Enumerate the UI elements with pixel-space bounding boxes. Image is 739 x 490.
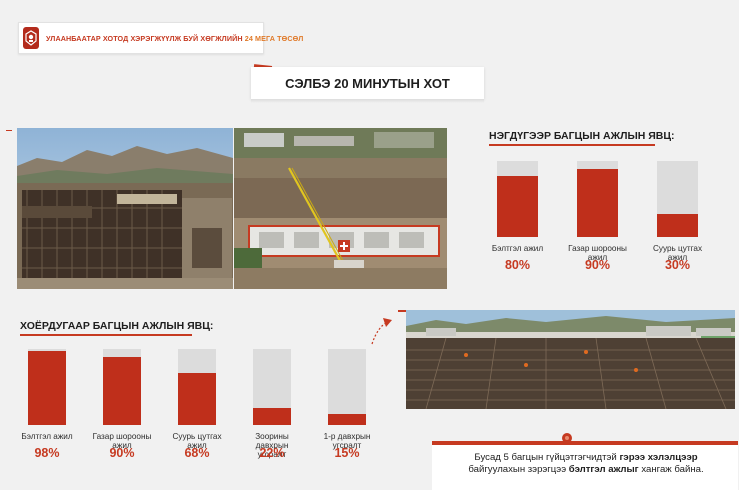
phase2-title-underline <box>20 334 192 336</box>
corner-accent <box>6 130 12 131</box>
phase2-bar-track <box>28 349 66 425</box>
phase1-bar <box>577 168 618 237</box>
phase2-bar-percent: 68% <box>184 446 210 460</box>
phase2-bar-track <box>253 349 291 425</box>
phase2-bar <box>28 350 66 425</box>
phase2-bar-percent: 22% <box>259 446 285 460</box>
phase1-bar-percent: 90% <box>584 258 611 272</box>
phase1-title: НЭГДҮГЭЭР БАГЦЫН АЖЛЫН ЯВЦ: <box>489 130 675 142</box>
phase2-bar-percent: 90% <box>109 446 135 460</box>
header-title-highlight: 24 МЕГА ТӨСӨЛ <box>244 33 304 43</box>
phase2-title: ХОЁРДУГААР БАГЦЫН АЖЛЫН ЯВЦ: <box>20 320 214 332</box>
phase1-bar-percent: 80% <box>504 258 531 272</box>
construction-photo-building <box>17 128 233 289</box>
note-text-part3: хангаж байна. <box>641 464 704 475</box>
note-text-bold1: гэрээ хэлэлцээр <box>619 452 698 463</box>
header-title-main: УЛААНБААТАР ХОТОД ХЭРЭГЖҮҮЛЖ БУЙ ХӨГЖЛИЙ… <box>46 33 243 43</box>
note-text: Бусад 5 багцын гүйцэтгэгчидтэй гэрээ хэл… <box>436 452 736 476</box>
phase1-bar-label: Газар шорооны ажил <box>568 244 627 262</box>
note-box <box>432 445 738 490</box>
title-shadow <box>251 99 484 103</box>
phase1-bar <box>657 214 698 237</box>
phase1-bar-track <box>577 161 618 237</box>
phase2-bar-label: Суурь цутгах ажил <box>172 432 222 450</box>
phase2-bar-label: Зоорины давхрын угсралт <box>255 432 289 459</box>
phase2-bar-track <box>328 349 366 425</box>
construction-photo-foundation <box>406 310 735 409</box>
phase2-bar-track <box>178 349 216 425</box>
phase2-bar-percent: 98% <box>34 446 60 460</box>
note-icon <box>561 431 573 449</box>
phase2-bar-percent: 15% <box>334 446 360 460</box>
note-accent-bar <box>432 441 738 445</box>
phase2-bar <box>103 356 141 425</box>
note-text-part2: байгуулахын зэрэгцээ <box>468 464 567 475</box>
phase2-bar <box>178 373 216 425</box>
phase2-bar-label: Газар шорооны ажил <box>92 432 152 450</box>
page-title: СЭЛБЭ 20 МИНУТЫН ХОТ <box>251 67 484 99</box>
phase2-bar-label: Бэлтгэл ажил <box>21 432 73 441</box>
phase1-title-underline <box>489 144 655 146</box>
city-emblem-icon <box>23 27 39 49</box>
phase1-bar-label: Суурь цутгах ажил <box>652 244 703 262</box>
phase1-bar-track <box>497 161 538 237</box>
phase2-bar-label: 1-р давхрын угсралт <box>323 432 371 450</box>
phase1-bar <box>497 176 538 237</box>
note-text-part1: Бусад 5 багцын гүйцэтгэгчидтэй <box>474 452 617 463</box>
phase1-bar-label: Бэлтгэл ажил <box>491 244 544 253</box>
header-banner: УЛААНБААТАР ХОТОД ХЭРЭГЖҮҮЛЖ БУЙ ХӨГЖЛИЙ… <box>18 22 303 54</box>
phase2-bar <box>253 408 291 425</box>
arrow-pointer-icon <box>368 314 394 353</box>
phase2-bar-track <box>103 349 141 425</box>
note-text-bold2: бэлтгэл ажлыг <box>568 464 639 475</box>
phase1-bar-track <box>657 161 698 237</box>
corner-accent <box>398 310 410 312</box>
phase2-bar <box>328 413 366 425</box>
phase1-bar-percent: 30% <box>664 258 691 272</box>
construction-photo-crane <box>234 128 447 289</box>
header-title: УЛААНБААТАР ХОТОД ХЭРЭГЖҮҮЛЖ БУЙ ХӨГЖЛИЙ… <box>46 34 303 43</box>
